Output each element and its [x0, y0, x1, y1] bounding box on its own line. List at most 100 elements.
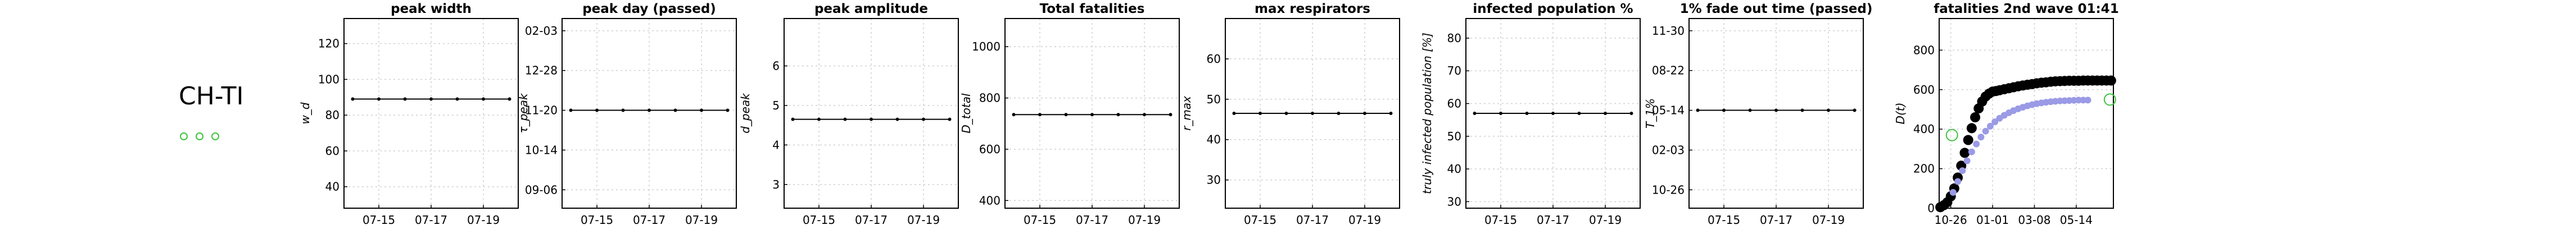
x-tick-label: 07-17 — [1760, 213, 1792, 227]
y-tick-label: 120 — [318, 37, 339, 51]
data-point — [1963, 157, 1971, 164]
chart-title: peak amplitude — [814, 2, 928, 16]
chart-panel: 40 60 80 100 120 07-15 07-17 07-19 peak width w_d — [298, 2, 519, 227]
data-point — [1966, 123, 1977, 134]
y-tick-label: 100 — [318, 72, 339, 86]
legend-marker — [211, 132, 219, 140]
data-point — [673, 108, 677, 112]
data-point — [1525, 112, 1529, 115]
y-tick-label: 5 — [772, 99, 780, 112]
data-point — [1800, 108, 1804, 112]
y-tick-label: 60 — [1207, 52, 1221, 66]
y-tick-label: 10-26 — [1652, 183, 1685, 196]
x-tick-label: 07-17 — [415, 213, 447, 227]
data-point — [1337, 112, 1341, 115]
y-tick-label: 80 — [325, 108, 339, 122]
x-tick-label: 07-19 — [1128, 213, 1161, 227]
y-tick-label: 30 — [1207, 173, 1221, 187]
y-tick-label: 40 — [1447, 162, 1461, 176]
y-tick-label: 11-30 — [1652, 24, 1685, 38]
y-tick-label: 800 — [979, 91, 1000, 105]
y-axis-label: D_total — [959, 93, 973, 134]
green-marker — [1945, 129, 1958, 141]
x-tick-label: 03-08 — [2018, 213, 2050, 227]
data-point — [1551, 112, 1555, 115]
chart-panel: 10-26 02-03 05-14 08-22 11-30 07-15 07-17 07-19… — [1644, 2, 1872, 227]
chart-panel: 0 200 400 600 800 10-26 01-01 03-08 05-14 fatalit… — [1894, 2, 2119, 227]
data-point — [482, 97, 485, 101]
x-tick-label: 07-15 — [1484, 213, 1517, 227]
x-tick-label: 07-19 — [907, 213, 940, 227]
y-tick-label: 1000 — [972, 40, 1000, 53]
y-tick-label: 200 — [1913, 162, 1935, 176]
data-point — [1722, 108, 1726, 112]
x-tick-label: 07-17 — [1296, 213, 1329, 227]
x-tick-label: 07-15 — [1244, 213, 1276, 227]
data-point — [569, 108, 573, 112]
x-tick-label: 07-15 — [363, 213, 395, 227]
data-point — [843, 117, 847, 121]
data-point — [1038, 113, 1042, 117]
y-tick-label: 3 — [772, 178, 780, 191]
chart-title: fatalities 2nd wave 01:41 — [1934, 2, 2118, 16]
data-point — [817, 117, 821, 121]
y-tick-label: 05-14 — [1652, 104, 1685, 117]
y-tick-label: 40 — [1207, 133, 1221, 146]
data-point — [1258, 112, 1262, 115]
data-point — [1116, 113, 1120, 117]
data-point — [1968, 148, 1975, 155]
y-tick-label: 50 — [1447, 130, 1461, 143]
region-label: CH-TI — [179, 82, 244, 111]
y-tick-label: 12-28 — [525, 64, 558, 77]
data-point — [1169, 113, 1172, 117]
data-point — [1991, 118, 1999, 126]
y-tick-label: 60 — [325, 144, 339, 158]
data-point — [2106, 75, 2116, 86]
x-tick-label: 07-19 — [1348, 213, 1381, 227]
data-point — [870, 117, 873, 121]
data-point — [1949, 189, 1957, 196]
data-point — [700, 108, 703, 112]
data-point — [948, 117, 952, 121]
chart-panel: 30 40 50 60 70 80 07-15 07-17 07-19 infected popu… — [1420, 2, 1641, 227]
data-point — [403, 97, 407, 101]
y-tick-label: 10-14 — [525, 143, 558, 157]
data-point — [429, 97, 433, 101]
data-point — [2075, 97, 2082, 104]
data-point — [648, 108, 651, 112]
data-point — [1959, 148, 1970, 158]
chart-panel: 09-06 10-14 11-20 12-28 02-03 07-15 07-17 07-19… — [517, 2, 737, 227]
y-axis-label: τ_peak — [517, 93, 530, 133]
y-tick-label: 09-06 — [525, 183, 558, 196]
data-point — [1774, 108, 1778, 112]
data-point — [1963, 135, 1973, 145]
chart-title: max respirators — [1255, 2, 1370, 16]
y-tick-label: 60 — [1447, 97, 1461, 111]
y-tick-label: 400 — [1913, 122, 1935, 136]
x-tick-label: 07-15 — [1708, 213, 1740, 227]
data-point — [895, 117, 899, 121]
y-tick-label: 600 — [979, 143, 1000, 156]
data-point — [377, 97, 381, 101]
data-point — [1604, 112, 1607, 115]
data-point — [2084, 97, 2091, 104]
y-axis-label: d_peak — [739, 93, 752, 134]
chart-panel: 400 600 800 1000 07-15 07-17 07-19 Total fatali… — [959, 2, 1180, 227]
x-tick-label: 01-01 — [1976, 213, 2009, 227]
data-point — [1959, 167, 1966, 175]
data-point — [1064, 113, 1068, 117]
data-point — [621, 108, 625, 112]
y-tick-label: 600 — [1913, 83, 1935, 97]
x-tick-label: 07-15 — [1024, 213, 1056, 227]
data-point — [1389, 112, 1393, 115]
y-tick-label: 02-03 — [1652, 143, 1685, 157]
data-point — [791, 117, 795, 121]
chart-title: Total fatalities — [1040, 2, 1145, 16]
x-tick-label: 07-19 — [467, 213, 500, 227]
data-point — [1696, 108, 1700, 112]
data-point — [1499, 112, 1502, 115]
x-tick-label: 07-19 — [685, 213, 718, 227]
y-tick-label: 6 — [772, 59, 780, 73]
y-tick-label: 0 — [1927, 201, 1935, 215]
data-point — [508, 97, 511, 101]
